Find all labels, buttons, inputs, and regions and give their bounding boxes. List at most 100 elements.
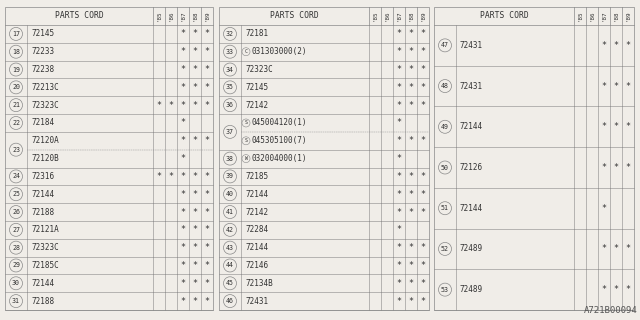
Text: PARTS CORD: PARTS CORD — [479, 12, 529, 20]
Text: 45: 45 — [226, 280, 234, 286]
Text: *: * — [205, 297, 209, 306]
Text: *: * — [397, 172, 401, 181]
Text: *: * — [205, 225, 209, 234]
Text: 27: 27 — [12, 227, 20, 233]
Text: 72145: 72145 — [31, 29, 54, 38]
Text: *: * — [408, 172, 413, 181]
Text: *: * — [193, 172, 198, 181]
Text: 72145: 72145 — [245, 83, 268, 92]
Text: 33: 33 — [226, 49, 234, 55]
Text: 72184: 72184 — [31, 118, 54, 127]
Text: 72284: 72284 — [245, 225, 268, 234]
Text: *: * — [193, 297, 198, 306]
Text: *: * — [397, 65, 401, 74]
Text: *: * — [625, 41, 630, 50]
Text: *: * — [193, 136, 198, 145]
Text: 26: 26 — [12, 209, 20, 215]
Bar — [434, 7, 634, 310]
Text: *: * — [180, 172, 186, 181]
Text: 39: 39 — [226, 173, 234, 180]
Text: 43: 43 — [226, 245, 234, 251]
Text: 53: 53 — [441, 287, 449, 293]
Text: '88: '88 — [614, 11, 618, 21]
Text: 72144: 72144 — [31, 279, 54, 288]
Text: *: * — [602, 204, 607, 213]
Text: *: * — [397, 225, 401, 234]
Text: *: * — [602, 285, 607, 294]
Text: 44: 44 — [226, 262, 234, 268]
Text: 72431: 72431 — [245, 297, 268, 306]
Text: *: * — [625, 285, 630, 294]
Text: *: * — [408, 47, 413, 56]
Text: *: * — [205, 243, 209, 252]
Text: 24: 24 — [12, 173, 20, 180]
Text: 72134B: 72134B — [245, 279, 273, 288]
Text: '86: '86 — [589, 11, 595, 21]
Text: *: * — [193, 208, 198, 217]
Text: 72144: 72144 — [245, 190, 268, 199]
Text: *: * — [408, 261, 413, 270]
Text: 48: 48 — [441, 83, 449, 89]
Text: *: * — [180, 65, 186, 74]
Text: *: * — [397, 279, 401, 288]
Text: *: * — [180, 101, 186, 110]
Text: 72188: 72188 — [31, 208, 54, 217]
Text: *: * — [408, 65, 413, 74]
Text: '89: '89 — [625, 11, 630, 21]
Text: 72238: 72238 — [31, 65, 54, 74]
Text: 72181: 72181 — [245, 29, 268, 38]
Text: 28: 28 — [12, 245, 20, 251]
Text: *: * — [614, 82, 618, 91]
Text: *: * — [180, 297, 186, 306]
Text: 36: 36 — [226, 102, 234, 108]
Text: 35: 35 — [226, 84, 234, 90]
Text: *: * — [602, 163, 607, 172]
Text: *: * — [420, 208, 426, 217]
Text: *: * — [397, 208, 401, 217]
Bar — [219, 7, 429, 310]
Bar — [5, 7, 213, 310]
Text: *: * — [205, 261, 209, 270]
Text: 42: 42 — [226, 227, 234, 233]
Text: *: * — [180, 279, 186, 288]
Text: *: * — [157, 172, 161, 181]
Text: 38: 38 — [226, 156, 234, 162]
Text: '86: '86 — [168, 11, 173, 21]
Text: '85: '85 — [157, 11, 161, 21]
Text: 21: 21 — [12, 102, 20, 108]
Text: 72120A: 72120A — [31, 136, 59, 145]
Text: 22: 22 — [12, 120, 20, 126]
Text: *: * — [193, 65, 198, 74]
Text: *: * — [180, 29, 186, 38]
Text: '87: '87 — [180, 11, 186, 21]
Text: *: * — [602, 244, 607, 253]
Text: A721B00094: A721B00094 — [584, 306, 638, 315]
Text: *: * — [420, 47, 426, 56]
Text: 19: 19 — [12, 67, 20, 73]
Text: '87: '87 — [602, 11, 607, 21]
Text: 72185C: 72185C — [31, 261, 59, 270]
Text: *: * — [180, 83, 186, 92]
Text: PARTS CORD: PARTS CORD — [54, 12, 104, 20]
Text: *: * — [420, 29, 426, 38]
Text: *: * — [420, 65, 426, 74]
Text: *: * — [205, 136, 209, 145]
Text: 72188: 72188 — [31, 297, 54, 306]
Text: 20: 20 — [12, 84, 20, 90]
Text: '85: '85 — [372, 11, 378, 21]
Text: *: * — [193, 261, 198, 270]
Text: *: * — [180, 225, 186, 234]
Text: *: * — [205, 65, 209, 74]
Text: 17: 17 — [12, 31, 20, 37]
Text: 31: 31 — [12, 298, 20, 304]
Text: S: S — [244, 138, 248, 143]
Text: 72144: 72144 — [245, 243, 268, 252]
Text: *: * — [397, 29, 401, 38]
Text: *: * — [397, 118, 401, 127]
Text: S: S — [244, 120, 248, 125]
Text: '88: '88 — [408, 11, 413, 21]
Text: 72323C: 72323C — [245, 65, 273, 74]
Text: *: * — [625, 244, 630, 253]
Text: *: * — [614, 122, 618, 131]
Text: *: * — [602, 122, 607, 131]
